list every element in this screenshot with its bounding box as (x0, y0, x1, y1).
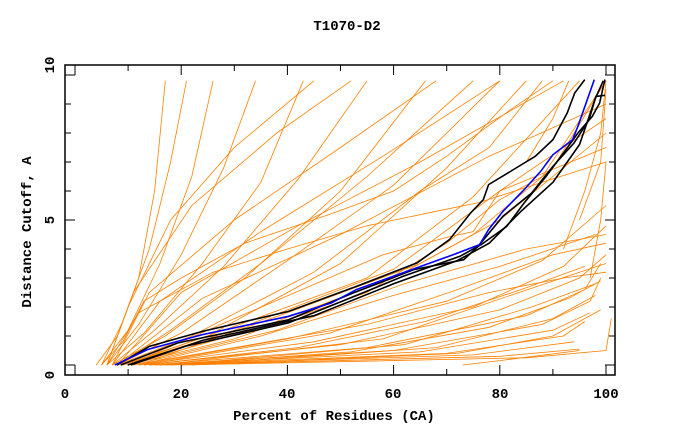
model-curve-other (462, 350, 580, 366)
model-curve-other (149, 277, 602, 366)
axis-ticks (65, 65, 615, 375)
y-axis-title: Distance Cutoff, A (20, 156, 36, 308)
model-curve-other (159, 263, 607, 366)
model-curve-highlighted (130, 80, 605, 366)
model-curve-other (170, 348, 580, 366)
model-curve-other (149, 263, 602, 366)
model-curve-other (143, 242, 607, 366)
model-curve-other (106, 80, 304, 366)
model-curve-highlighted (127, 79, 606, 366)
model-curve-other (122, 80, 527, 366)
model-curve-other (106, 161, 607, 366)
model-curve-selected (114, 79, 596, 366)
y-tick-label: 0 (43, 371, 59, 379)
model-curve-other (127, 80, 607, 366)
model-curve-other (133, 234, 607, 366)
model-curve-other (122, 80, 580, 366)
x-tick-label: 60 (385, 387, 402, 403)
model-curve-other (165, 280, 601, 366)
model-curve-other (117, 103, 607, 366)
x-tick-label: 80 (492, 387, 509, 403)
model-curve-other (128, 80, 607, 366)
model-curve-other (111, 80, 501, 366)
model-curve-highlighted (116, 79, 586, 366)
model-curve-other (111, 80, 368, 366)
model-curve-other (101, 80, 214, 366)
x-tick-label: 40 (279, 387, 296, 403)
x-tick-label: 20 (173, 387, 190, 403)
model-curve-other (589, 161, 607, 279)
model-curve-other (106, 80, 256, 366)
chart-title: T1070-D2 (313, 19, 380, 35)
model-curve-other (525, 80, 570, 163)
y-tick-label: 10 (43, 57, 59, 74)
plot-area (95, 79, 612, 366)
y-tick-label: 5 (43, 216, 59, 224)
model-curve-other (133, 271, 607, 366)
model-curve-other (117, 80, 564, 366)
x-tick-label: 0 (61, 387, 69, 403)
model-curve-other (111, 80, 437, 366)
model-curve-other (154, 312, 591, 366)
model-curve-other (579, 89, 607, 221)
model-curve-other (127, 147, 607, 366)
model-curve-other (138, 234, 596, 366)
model-curve-other (106, 80, 352, 366)
model-curve-other (101, 80, 187, 366)
model-curve-other (170, 283, 596, 366)
model-curve-other (181, 318, 612, 366)
model-curve-other (191, 309, 601, 366)
model-curve-other (181, 295, 596, 366)
model-curve-other (143, 266, 585, 366)
x-tick-label: 100 (593, 387, 618, 403)
model-curve-other (117, 80, 474, 366)
model-curve-other (138, 225, 607, 366)
x-axis-title: Percent of Residues (CA) (233, 409, 435, 425)
model-curve-other (563, 80, 607, 250)
